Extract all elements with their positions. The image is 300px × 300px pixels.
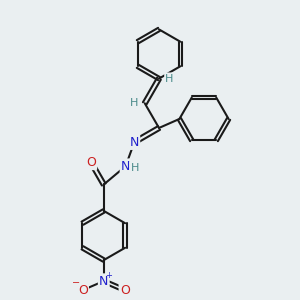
Text: O: O — [78, 284, 88, 297]
Text: H: H — [130, 163, 139, 173]
Text: N: N — [121, 160, 130, 173]
Text: +: + — [105, 271, 112, 280]
Text: N: N — [130, 136, 139, 149]
Text: −: − — [72, 278, 80, 289]
Text: O: O — [120, 284, 130, 297]
Text: H: H — [130, 98, 138, 108]
Text: H: H — [165, 74, 174, 84]
Text: N: N — [99, 274, 109, 288]
Text: O: O — [86, 156, 96, 169]
